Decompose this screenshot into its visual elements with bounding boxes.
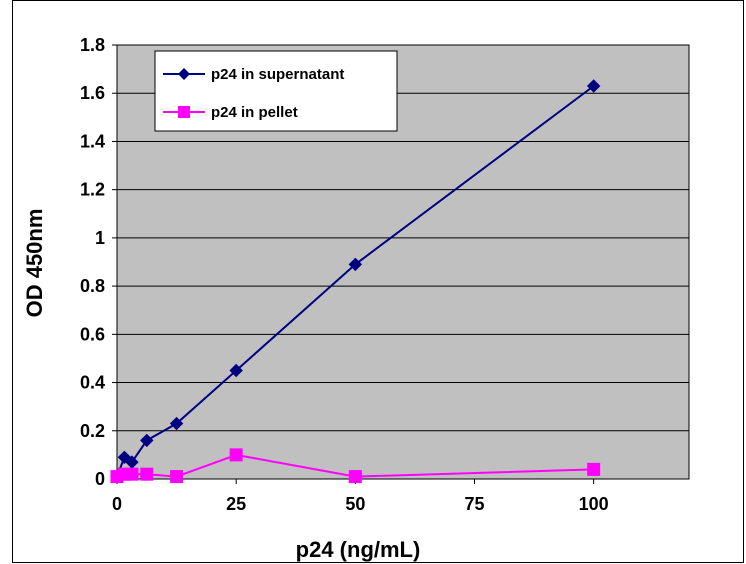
y-tick-label: 1.8 bbox=[80, 35, 105, 55]
y-tick-label: 1 bbox=[95, 228, 105, 248]
data-point bbox=[348, 470, 362, 484]
legend-pellet-label: p24 in pellet bbox=[211, 104, 298, 121]
x-tick-label: 100 bbox=[579, 494, 609, 514]
legend-pellet-marker bbox=[178, 106, 190, 118]
data-point bbox=[229, 448, 243, 462]
y-tick-label: 0.6 bbox=[80, 324, 105, 344]
y-tick-label: 0.2 bbox=[80, 421, 105, 441]
data-point bbox=[140, 467, 154, 481]
data-point bbox=[140, 433, 154, 448]
data-point bbox=[587, 462, 601, 476]
x-tick-label: 75 bbox=[464, 494, 484, 514]
y-tick-label: 0.8 bbox=[80, 276, 105, 296]
x-tick-label: 50 bbox=[345, 494, 365, 514]
x-axis-ticks: 0 25 50 75 100 bbox=[112, 479, 609, 514]
legend: p24 in supernatant p24 in pellet bbox=[154, 50, 398, 132]
y-axis-ticks: 0 0.2 0.4 0.6 0.8 1 1.2 1.4 1.6 1.8 bbox=[80, 35, 117, 489]
x-tick-label: 25 bbox=[226, 494, 246, 514]
legend-box bbox=[154, 50, 398, 132]
y-tick-label: 1.4 bbox=[80, 131, 105, 151]
data-point bbox=[586, 79, 601, 93]
legend-supernatant-marker bbox=[178, 68, 190, 80]
series-1 bbox=[110, 448, 601, 484]
data-point bbox=[170, 470, 184, 484]
y-tick-label: 1.6 bbox=[80, 83, 105, 103]
gridlines bbox=[117, 44, 689, 432]
line-chart: 0 0.2 0.4 0.6 0.8 1 1.2 1.4 1.6 1.8 0 25 50 75 100 p2… bbox=[22, 35, 690, 562]
legend-supernatant-label: p24 in supernatant bbox=[211, 66, 344, 83]
data-point bbox=[229, 363, 243, 378]
x-tick-label: 0 bbox=[112, 494, 122, 514]
x-axis-title: p24 (ng/mL) bbox=[296, 537, 421, 562]
y-axis-title: OD 450nm bbox=[22, 209, 47, 318]
series-group bbox=[110, 79, 601, 484]
data-point bbox=[169, 416, 184, 431]
data-point bbox=[348, 257, 363, 272]
data-point bbox=[125, 467, 139, 481]
y-tick-label: 0.4 bbox=[80, 373, 105, 393]
chart-frame: 0 0.2 0.4 0.6 0.8 1 1.2 1.4 1.6 1.8 0 25 50 75 100 p2… bbox=[12, 0, 744, 563]
y-tick-label: 0 bbox=[95, 469, 105, 489]
y-tick-label: 1.2 bbox=[80, 180, 105, 200]
